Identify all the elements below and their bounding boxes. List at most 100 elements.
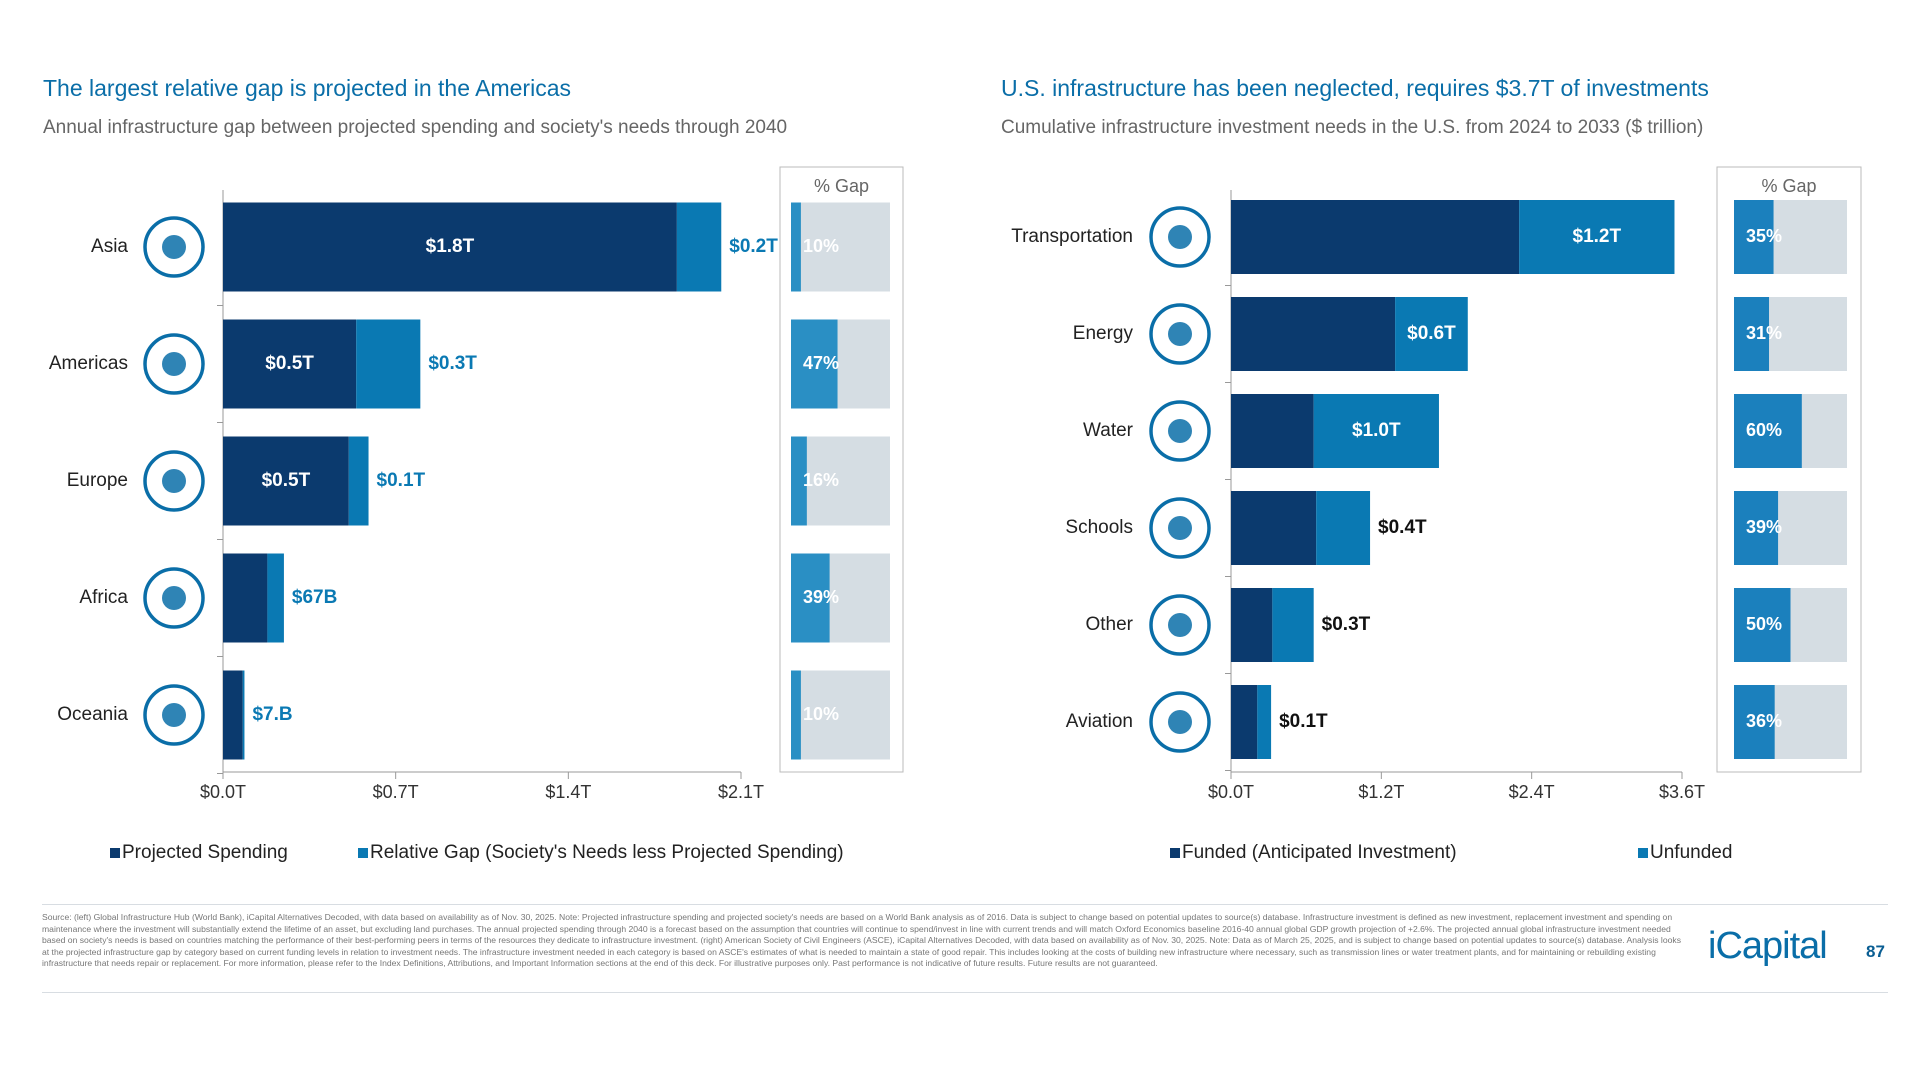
- gap-label: 16%: [803, 470, 839, 490]
- chart-subtitle: Cumulative infrastructure investment nee…: [1001, 117, 1703, 138]
- gap-label: 39%: [1746, 517, 1782, 537]
- value-label: $0.3T: [428, 353, 477, 374]
- category-label: Energy: [1073, 323, 1134, 344]
- x-tick-label: $0.0T: [200, 782, 246, 802]
- gap-fill: [791, 553, 830, 643]
- gap-label: 31%: [1746, 323, 1782, 343]
- gap-fill: [1734, 394, 1802, 468]
- value-label: $1.2T: [1573, 226, 1622, 247]
- legend-label: Projected Spending: [122, 842, 288, 863]
- gap-label: 10%: [803, 704, 839, 724]
- source-note: Source: (left) Global Infrastructure Hub…: [42, 912, 1681, 969]
- bar-segment: [1272, 588, 1314, 662]
- gap-track: [791, 436, 890, 526]
- x-tick-label: $2.1T: [718, 782, 764, 802]
- legend-label: Funded (Anticipated Investment): [1182, 842, 1457, 863]
- chart-subtitle: Annual infrastructure gap between projec…: [43, 117, 787, 138]
- value-label: $1.0T: [1352, 420, 1401, 441]
- gap-fill: [1734, 685, 1775, 759]
- bar-segment: [1257, 685, 1272, 759]
- category-icon-glyph: [162, 352, 186, 376]
- value-label: $67B: [292, 587, 337, 608]
- gap-label: 36%: [1746, 711, 1782, 731]
- value-label: $1.8T: [426, 236, 475, 257]
- x-tick-label: $1.2T: [1358, 782, 1404, 802]
- value-label: $0.1T: [377, 470, 426, 491]
- category-icon-glyph: [1168, 613, 1192, 637]
- divider: [42, 904, 1888, 905]
- bar-segment: [356, 319, 421, 409]
- page-number: 87: [1866, 942, 1885, 961]
- category-icon-glyph: [1168, 710, 1192, 734]
- gap-fill: [1734, 588, 1791, 662]
- gap-title: % Gap: [1761, 176, 1816, 196]
- bar-segment: [676, 202, 722, 292]
- legend-label: Relative Gap (Society's Needs less Proje…: [370, 842, 844, 863]
- gap-panel: [1716, 166, 1862, 773]
- bar-segment: [242, 670, 245, 760]
- x-tick-label: $3.6T: [1659, 782, 1705, 802]
- divider: [42, 992, 1888, 993]
- legend-label: Unfunded: [1650, 842, 1732, 863]
- gap-track: [791, 202, 890, 292]
- x-tick-label: $1.4T: [545, 782, 591, 802]
- bar-segment: [223, 436, 349, 526]
- category-icon-glyph: [1168, 322, 1192, 346]
- value-label: $0.5T: [262, 470, 311, 491]
- gap-fill: [1734, 297, 1770, 371]
- value-label: $7.B: [252, 704, 292, 725]
- bar-segment: [223, 319, 357, 409]
- value-label: $0.1T: [1279, 711, 1328, 732]
- category-label: Transportation: [1011, 226, 1133, 247]
- value-label: $0.4T: [1378, 517, 1427, 538]
- category-label: Schools: [1065, 517, 1133, 538]
- category-label: Asia: [91, 236, 128, 257]
- gap-track: [791, 670, 890, 760]
- value-label: $0.5T: [265, 353, 314, 374]
- value-label: $0.2T: [729, 236, 778, 257]
- value-label: $0.6T: [1407, 323, 1456, 344]
- category-label: Africa: [79, 587, 128, 608]
- gap-label: 50%: [1746, 614, 1782, 634]
- bar-segment: [1231, 491, 1317, 565]
- gap-fill: [791, 436, 807, 526]
- gap-label: 35%: [1746, 226, 1782, 246]
- category-icon-glyph: [162, 469, 186, 493]
- bar-segment: [1519, 200, 1675, 274]
- gap-title: % Gap: [814, 176, 869, 196]
- gap-label: 10%: [803, 236, 839, 256]
- category-icon-glyph: [162, 235, 186, 259]
- bar-segment: [1316, 491, 1371, 565]
- bar-segment: [223, 670, 243, 760]
- gap-panel: [779, 166, 904, 773]
- category-label: Other: [1085, 614, 1133, 635]
- bar-segment: [1231, 200, 1520, 274]
- value-label: $0.3T: [1322, 614, 1371, 635]
- bar-segment: [223, 553, 268, 643]
- chart-title: U.S. infrastructure has been neglected, …: [1001, 75, 1709, 101]
- logo: iCapital: [1708, 925, 1828, 967]
- gap-label: 60%: [1746, 420, 1782, 440]
- category-icon-glyph: [162, 703, 186, 727]
- legend-swatch: [358, 848, 368, 858]
- category-icon-glyph: [1168, 225, 1192, 249]
- category-label: Europe: [67, 470, 128, 491]
- x-tick-label: $0.0T: [1208, 782, 1254, 802]
- bar-segment: [1231, 685, 1258, 759]
- gap-fill: [791, 670, 801, 760]
- bar-segment: [348, 436, 369, 526]
- x-tick-label: $0.7T: [373, 782, 419, 802]
- category-icon-glyph: [162, 586, 186, 610]
- category-label: Oceania: [57, 704, 128, 725]
- gap-label: 47%: [803, 353, 839, 373]
- gap-fill: [1734, 491, 1779, 565]
- bar-segment: [1231, 297, 1396, 371]
- legend-swatch: [110, 848, 120, 858]
- bar-segment: [1313, 394, 1439, 468]
- category-icon-glyph: [1168, 516, 1192, 540]
- legend-swatch: [1638, 848, 1648, 858]
- gap-label: 39%: [803, 587, 839, 607]
- bar-segment: [1231, 588, 1273, 662]
